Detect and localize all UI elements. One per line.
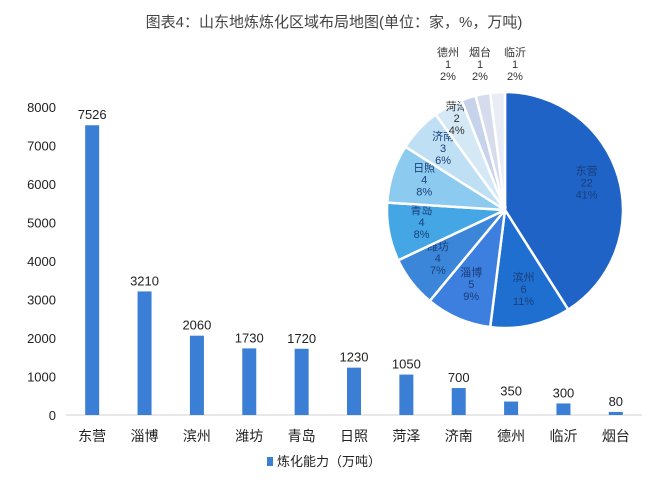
chart-title: 图表4：山东地炼炼化区域布局地图(单位：家，%，万吨)	[146, 14, 523, 31]
bar-value-label: 80	[609, 394, 623, 409]
pie-label-name: 滨州	[513, 270, 535, 284]
pie-slice	[488, 90, 507, 211]
y-tick-label: 4000	[27, 254, 56, 269]
pie-label-percent: 2%	[507, 71, 523, 83]
pie-label-count: 22	[580, 177, 592, 189]
pie-label-count: 2	[454, 113, 460, 125]
pie-label-count: 4	[421, 175, 427, 187]
pie-label-name: 东营	[576, 163, 598, 177]
bar	[347, 367, 361, 415]
legend-swatch	[267, 457, 273, 466]
x-tick-label: 临沂	[549, 428, 577, 444]
pie-label-percent: 6%	[435, 155, 451, 167]
pie-label-percent: 4%	[449, 125, 465, 137]
bar	[504, 401, 519, 415]
bar-value-label: 2060	[182, 318, 211, 333]
y-tick-label: 3000	[27, 293, 56, 308]
bar	[399, 374, 414, 415]
pie-label-count: 3	[440, 143, 446, 155]
pie-label-percent: 2%	[472, 71, 488, 83]
bar-value-label: 1730	[235, 330, 264, 345]
pie-label-count: 1	[512, 59, 518, 71]
pie-label-percent: 8%	[416, 187, 432, 199]
x-tick-label: 德州	[497, 428, 525, 444]
x-tick-label: 东营	[78, 428, 106, 444]
pie-label-percent: 8%	[414, 229, 430, 241]
legend: 炼化能力（万吨）	[267, 454, 381, 469]
bar-value-label: 350	[500, 384, 522, 399]
pie-label-name: 青岛	[411, 203, 433, 217]
bar	[556, 403, 571, 415]
pie-label-count: 1	[445, 59, 451, 71]
pie-label-name: 德州	[437, 45, 459, 59]
y-tick-label: 5000	[27, 216, 56, 231]
bar-value-label: 300	[553, 385, 575, 400]
legend-label: 炼化能力（万吨）	[277, 454, 381, 469]
bar-value-label: 1230	[340, 350, 369, 365]
pie-slice	[488, 206, 570, 330]
bar	[294, 348, 309, 415]
y-tick-label: 8000	[27, 100, 56, 115]
pie-label-percent: 9%	[463, 291, 479, 303]
x-tick-label: 青岛	[288, 428, 316, 444]
x-tick-label: 济南	[445, 428, 473, 444]
pie-label-count: 1	[477, 59, 483, 71]
pie-label-name: 日照	[413, 162, 435, 175]
pie-label-count: 5	[468, 279, 474, 291]
bar-value-label: 7526	[78, 107, 107, 122]
pie-label-name: 烟台	[469, 45, 491, 59]
bar-value-label: 700	[448, 370, 470, 385]
x-tick-label: 滨州	[183, 428, 211, 444]
pie-label-count: 4	[435, 253, 441, 265]
bar	[451, 388, 466, 415]
bar-value-label: 1050	[392, 357, 421, 372]
y-tick-label: 1000	[27, 370, 56, 385]
x-tick-label: 日照	[340, 428, 368, 444]
pie-label-percent: 2%	[440, 71, 456, 83]
pie-label-percent: 7%	[430, 265, 446, 277]
y-tick-label: 7000	[27, 139, 56, 154]
pie-label-name: 淄博	[460, 266, 482, 279]
bar-value-label: 1720	[287, 331, 316, 346]
bar-value-label: 3210	[130, 273, 159, 288]
y-tick-label: 0	[49, 408, 56, 423]
bar	[85, 125, 100, 416]
x-tick-label: 淄博	[131, 428, 159, 444]
bar	[242, 348, 257, 415]
pie-label-percent: 11%	[513, 296, 534, 308]
x-tick-label: 菏泽	[392, 428, 420, 444]
bar	[608, 411, 623, 415]
pie-label-percent: 41%	[576, 189, 598, 201]
x-tick-label: 潍坊	[235, 428, 263, 444]
pie-label-count: 4	[418, 217, 424, 229]
pie-label-count: 6	[520, 284, 526, 296]
bar	[189, 335, 204, 415]
bar	[137, 291, 152, 415]
y-tick-label: 6000	[27, 177, 56, 192]
x-tick-label: 烟台	[602, 428, 630, 444]
y-tick-label: 2000	[27, 331, 56, 346]
pie-label-name: 临沂	[504, 45, 526, 59]
